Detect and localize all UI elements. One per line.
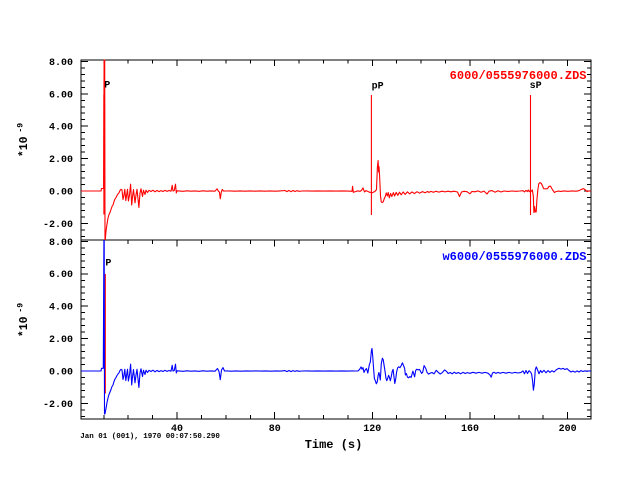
svg-text:*10: *10 bbox=[18, 136, 31, 157]
svg-text:160: 160 bbox=[461, 424, 479, 435]
svg-text:Jan 01 (001), 1970 00:07:50.29: Jan 01 (001), 1970 00:07:50.290 bbox=[80, 433, 220, 441]
svg-text:-9: -9 bbox=[17, 303, 26, 313]
svg-text:*10: *10 bbox=[18, 316, 31, 337]
svg-text:-2.00: -2.00 bbox=[43, 400, 73, 411]
svg-text:6000/0555976000.ZDS: 6000/0555976000.ZDS bbox=[450, 69, 587, 83]
svg-text:P: P bbox=[104, 81, 110, 92]
svg-text:4.00: 4.00 bbox=[49, 123, 73, 134]
svg-text:2.00: 2.00 bbox=[49, 335, 73, 346]
svg-text:6.00: 6.00 bbox=[49, 270, 73, 281]
svg-text:w6000/0555976000.ZDS: w6000/0555976000.ZDS bbox=[442, 250, 586, 264]
svg-text:P: P bbox=[105, 259, 111, 270]
svg-text:0.00: 0.00 bbox=[49, 188, 73, 199]
svg-text:6.00: 6.00 bbox=[49, 90, 73, 101]
svg-text:2.00: 2.00 bbox=[49, 155, 73, 166]
svg-text:0.00: 0.00 bbox=[49, 367, 73, 378]
svg-text:-2.00: -2.00 bbox=[43, 220, 73, 231]
svg-text:4.00: 4.00 bbox=[49, 303, 73, 314]
svg-text:120: 120 bbox=[363, 424, 381, 435]
svg-text:sP: sP bbox=[530, 81, 542, 92]
svg-text:Time (s): Time (s) bbox=[305, 438, 363, 452]
svg-text:80: 80 bbox=[269, 424, 281, 435]
svg-text:-9: -9 bbox=[17, 123, 26, 133]
svg-text:40: 40 bbox=[171, 424, 183, 435]
svg-text:8.00: 8.00 bbox=[49, 238, 73, 249]
svg-text:pP: pP bbox=[372, 82, 384, 93]
svg-text:8.00: 8.00 bbox=[49, 58, 73, 69]
svg-text:200: 200 bbox=[559, 424, 577, 435]
